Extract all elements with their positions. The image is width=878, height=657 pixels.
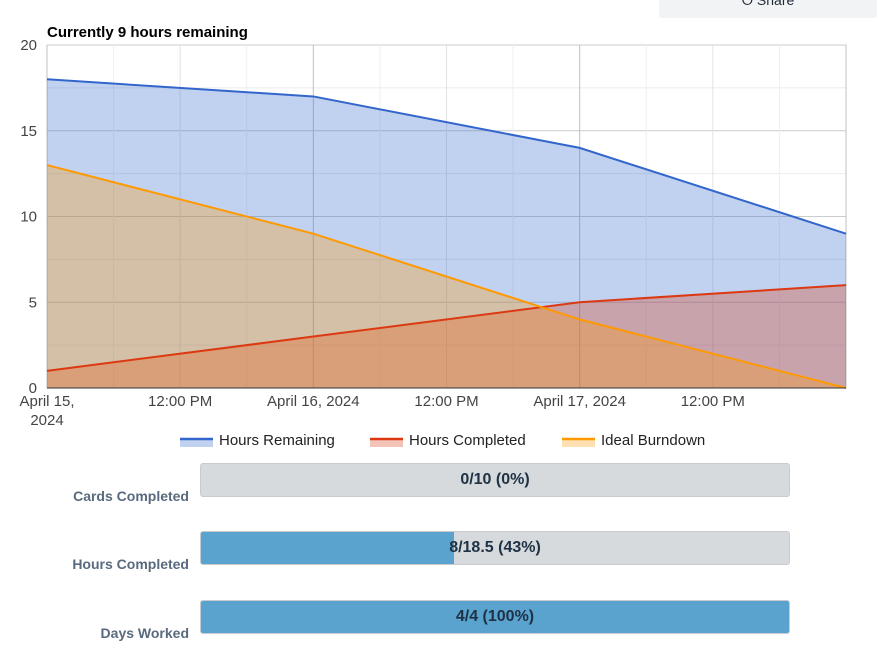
stat-label: Days Worked (100, 625, 189, 641)
legend-swatch-1 (370, 439, 403, 447)
stat-label: Hours Completed (72, 556, 189, 572)
chart-grid (46, 44, 847, 389)
chart-legend: Hours Remaining Hours Completed Ideal Burn… (180, 432, 705, 449)
progress-bar: 4/4 (100%) (200, 600, 790, 634)
series-line-2 (46, 164, 847, 389)
legend-swatch-0 (180, 439, 213, 447)
burndown-chart: Currently 9 hours remaining 0 5 10 15 20 Apri… (19, 24, 847, 449)
chart-axes: 0 5 10 15 20 April 15, 2024 12:00 PM April 16, 2… (19, 37, 846, 429)
progress-bar-text: 0/10 (0%) (460, 471, 530, 488)
stat-label: Cards Completed (73, 488, 189, 504)
progress-bar: 8/18.5 (43%) (200, 531, 790, 565)
legend-swatch-2 (562, 439, 595, 447)
share-button-label: Share (756, 0, 795, 8)
chart-lines (46, 78, 847, 389)
progress-bar-text: 8/18.5 (43%) (449, 539, 541, 556)
legend-label-1: Hours Completed (409, 432, 526, 449)
share-button[interactable]: ⭘ Share (659, 0, 877, 18)
legend-label-2: Ideal Burndown (601, 432, 705, 449)
x-tick-label: 12:00 PM (681, 393, 745, 410)
series-area-1 (47, 285, 846, 388)
y-tick-label: 10 (20, 209, 37, 226)
legend-label-0: Hours Remaining (219, 432, 335, 449)
chart-title: Currently 9 hours remaining (47, 24, 248, 41)
y-tick-label: 0 (29, 380, 37, 397)
progress-bar-text: 4/4 (100%) (455, 608, 535, 625)
progress-bar: 0/10 (0%) (200, 463, 790, 497)
x-tick-label: April 16, 2024 (267, 393, 360, 410)
y-tick-label: 15 (20, 123, 37, 140)
series-area-0 (47, 79, 846, 389)
y-tick-label: 20 (20, 37, 37, 54)
progress-bar-fill (201, 601, 789, 633)
x-tick-label: April 17, 2024 (533, 393, 626, 410)
share-icon: ⭘ (741, 0, 753, 8)
series-line-0 (46, 78, 847, 235)
y-tick-label: 5 (29, 294, 37, 311)
series-line-1 (46, 284, 847, 372)
progress-bar-fill (201, 532, 454, 564)
x-tick-label: April 15, 2024 (19, 393, 74, 429)
x-tick-label: 12:00 PM (148, 393, 212, 410)
x-tick-label: 12:00 PM (414, 393, 478, 410)
